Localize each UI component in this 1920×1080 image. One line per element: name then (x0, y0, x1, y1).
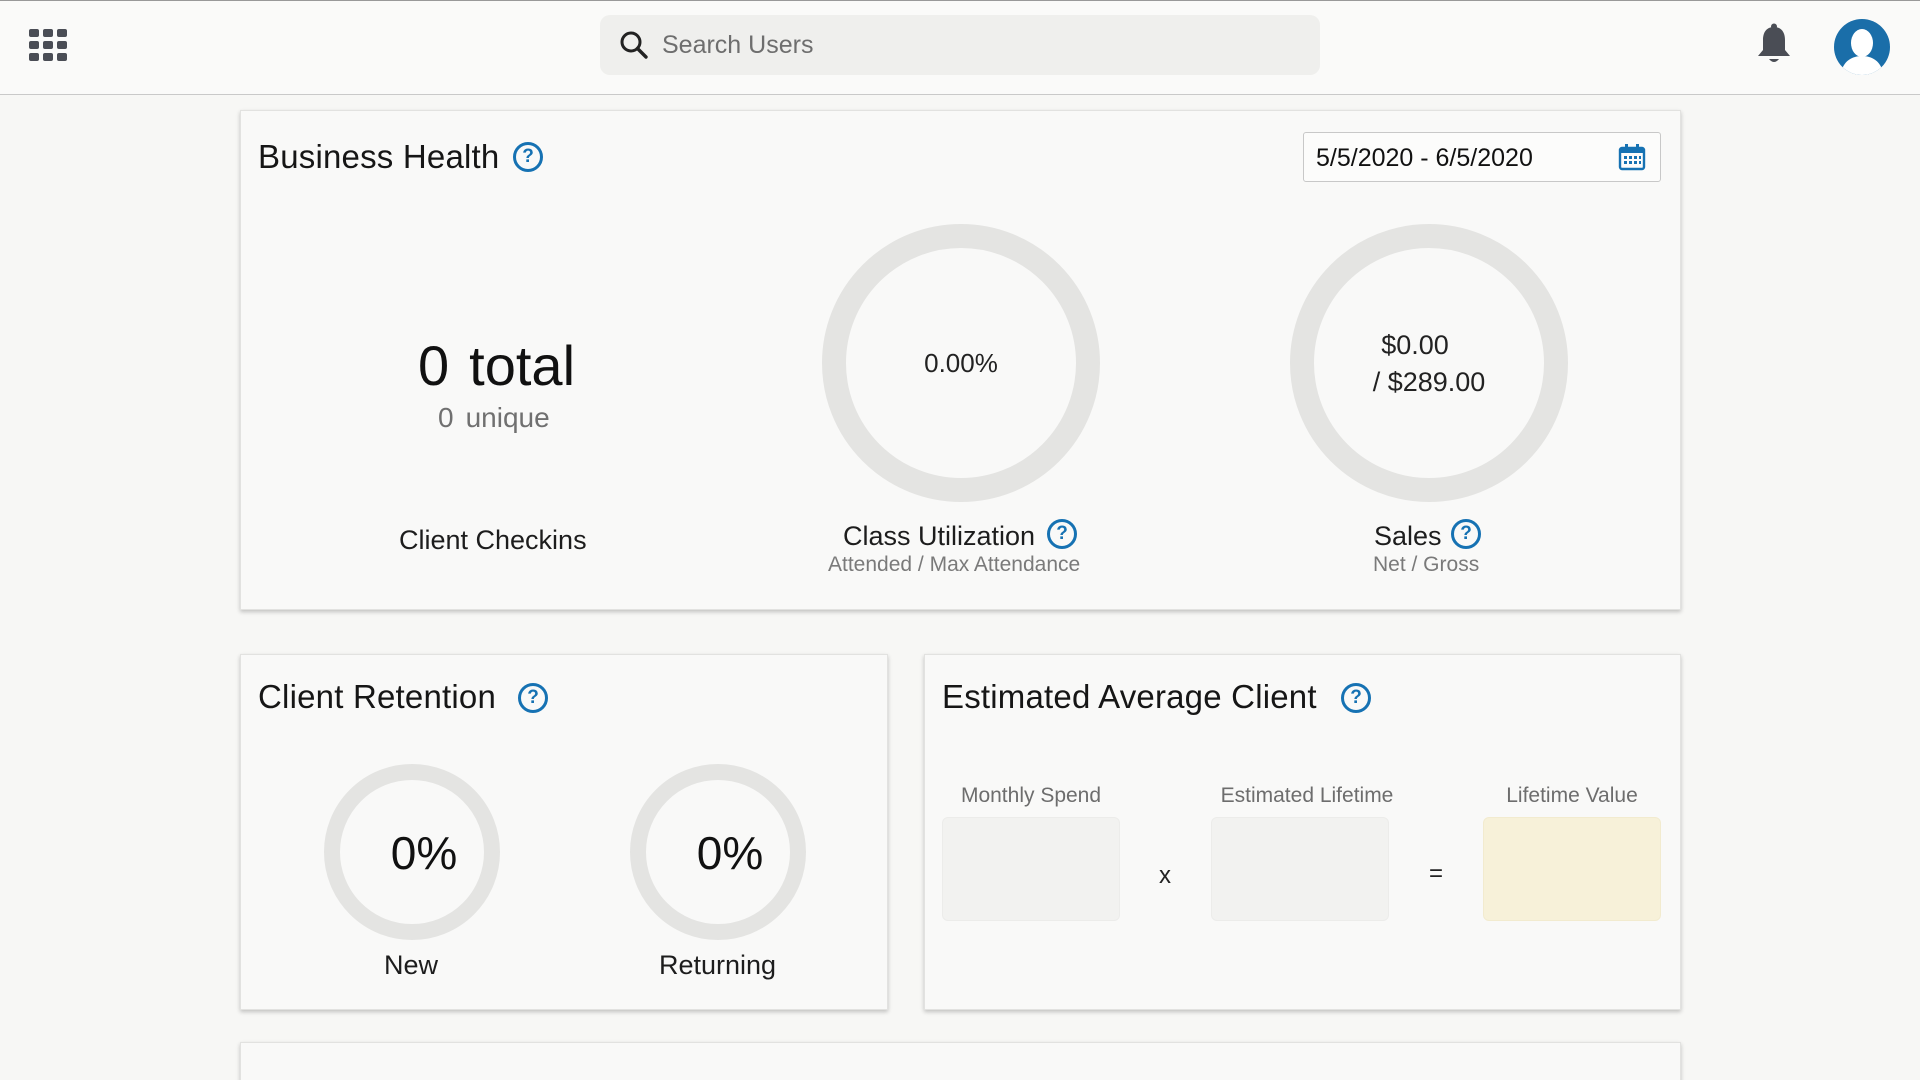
checkins-total: 0 total (418, 333, 575, 398)
new-clients-label: New (384, 950, 439, 980)
client-retention-title: Client Retention (258, 678, 497, 715)
estimated-lifetime-label: Estimated Lifetime (1220, 784, 1394, 807)
apps-grid-icon[interactable] (29, 29, 67, 61)
help-circle-icon[interactable]: ? (518, 683, 548, 713)
search-bar[interactable] (600, 15, 1320, 75)
estimated-average-client-title: Estimated Average Client (942, 678, 1317, 715)
client-checkins-label: Client Checkins (399, 525, 587, 555)
returning-clients-value: 0% (696, 827, 764, 879)
class-utilization-label: Class Utilization (843, 521, 1036, 551)
help-circle-icon[interactable]: ? (1341, 683, 1371, 713)
partial-bottom-card (240, 1042, 1681, 1080)
multiply-operator: x (1159, 862, 1171, 889)
help-circle-icon[interactable]: ? (1451, 519, 1481, 549)
help-circle-icon[interactable]: ? (1047, 519, 1077, 549)
checkins-total-value: 0 (418, 334, 450, 397)
checkins-unique-label: unique (465, 402, 550, 433)
returning-clients-label: Returning (659, 950, 777, 980)
help-circle-icon[interactable]: ? (513, 142, 543, 172)
sales-ring (1290, 224, 1568, 502)
lifetime-value-label: Lifetime Value (1506, 784, 1638, 807)
search-icon (620, 31, 648, 59)
sales-sublabel: Net / Gross (1373, 553, 1480, 576)
business-health-title: Business Health (258, 138, 500, 175)
top-bar (0, 0, 1920, 95)
checkins-unique: 0 unique (438, 402, 550, 434)
new-clients-value: 0% (390, 827, 458, 879)
class-utilization-value: 0.00% (924, 348, 998, 378)
checkins-unique-value: 0 (438, 402, 454, 433)
equals-operator: = (1429, 860, 1444, 887)
sales-net-value: $0.00 (1381, 330, 1449, 360)
person-silhouette-icon (1840, 29, 1884, 75)
sales-gross-value: / $289.00 (1372, 367, 1486, 397)
checkins-total-label: total (469, 334, 576, 397)
calendar-icon[interactable] (1618, 143, 1646, 171)
user-avatar-icon[interactable] (1834, 19, 1890, 75)
estimated-lifetime-box (1211, 817, 1389, 921)
bell-icon[interactable] (1755, 23, 1793, 67)
search-input[interactable] (662, 25, 1302, 65)
lifetime-value-box (1483, 817, 1661, 921)
monthly-spend-label: Monthly Spend (960, 784, 1102, 807)
date-range-value: 5/5/2020 - 6/5/2020 (1316, 144, 1533, 172)
class-utilization-sublabel: Attended / Max Attendance (828, 553, 1081, 576)
date-range-picker[interactable]: 5/5/2020 - 6/5/2020 (1303, 132, 1661, 182)
monthly-spend-box (942, 817, 1120, 921)
sales-label: Sales (1374, 521, 1442, 551)
